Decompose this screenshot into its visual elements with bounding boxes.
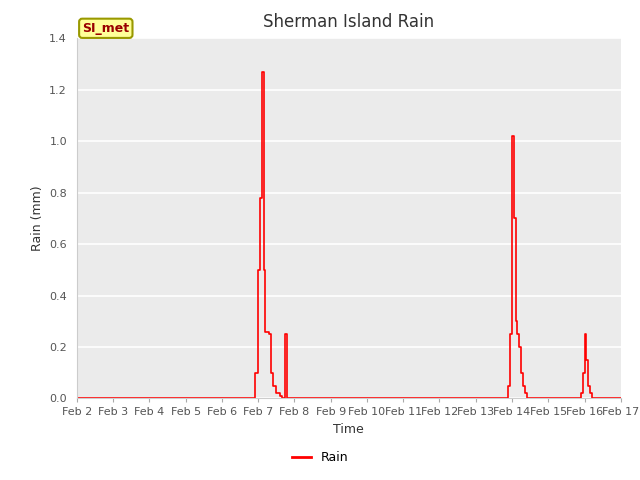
Legend: Rain: Rain	[287, 446, 353, 469]
X-axis label: Time: Time	[333, 423, 364, 436]
Text: SI_met: SI_met	[82, 22, 129, 35]
Y-axis label: Rain (mm): Rain (mm)	[31, 186, 44, 251]
Title: Sherman Island Rain: Sherman Island Rain	[263, 13, 435, 31]
